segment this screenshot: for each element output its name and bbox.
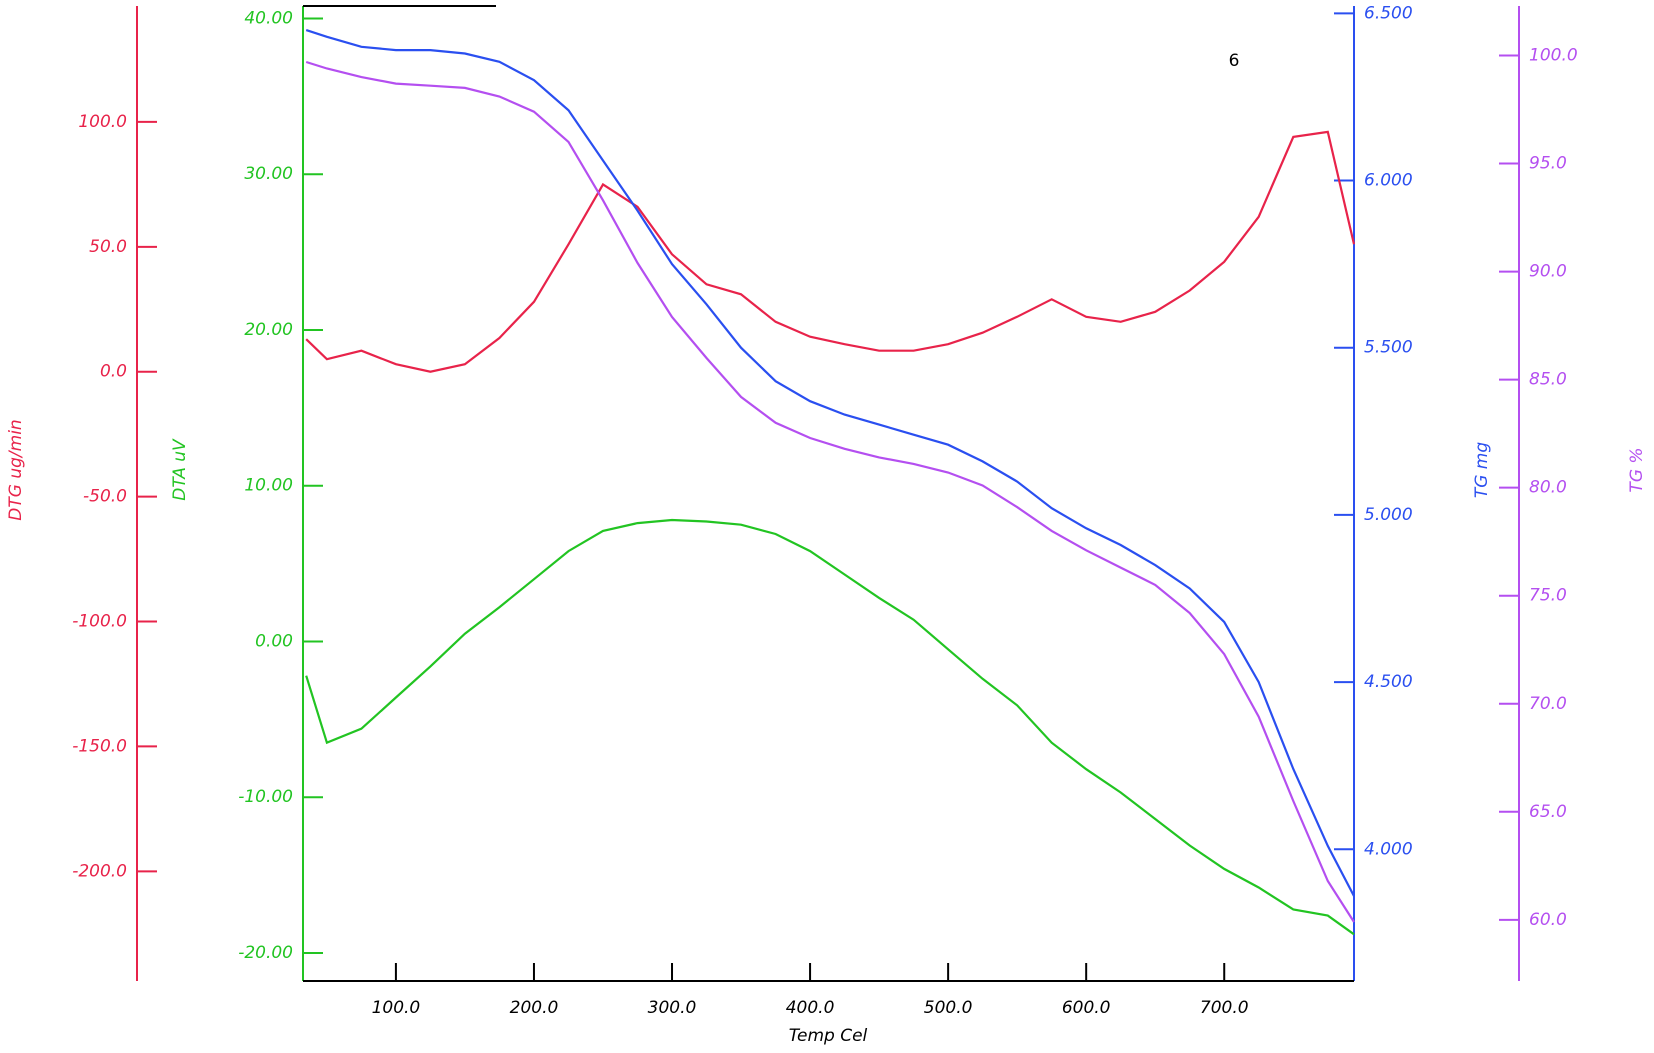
data-line (305, 130, 1356, 373)
y-tick-label: 4.000 (1364, 839, 1413, 859)
y-tick-label: 60.0 (1529, 910, 1567, 930)
x-tick-label: 500.0 (924, 998, 973, 1018)
y-axis-title: TG % (1627, 447, 1647, 492)
y-tick-label: 5.000 (1364, 505, 1413, 525)
y-tick-label: 40.00 (244, 8, 293, 28)
x-tick-label: 300.0 (648, 998, 697, 1018)
y-tick-label: 20.00 (244, 320, 293, 340)
y-tick-label: -100.0 (72, 612, 127, 632)
y-tick-label: 85.0 (1529, 370, 1567, 390)
y-tick-label: 0.00 (255, 631, 293, 651)
x-tick-label: 200.0 (510, 998, 559, 1018)
y-tick-label: 0.0 (100, 362, 127, 382)
annotation: 6 (1229, 51, 1240, 71)
data-line (305, 60, 1355, 923)
x-tick-label: 400.0 (786, 998, 835, 1018)
x-axis-title: Temp Cel (789, 1026, 868, 1046)
x-tick-label: 100.0 (372, 998, 421, 1018)
y-tick-label: 75.0 (1529, 586, 1567, 606)
y-axis-title: TG mg (1472, 442, 1492, 499)
x-tick-label: 700.0 (1200, 998, 1249, 1018)
y-tick-label: 95.0 (1529, 154, 1567, 174)
x-tick-label: 600.0 (1062, 998, 1111, 1018)
y-tick-label: 90.0 (1529, 262, 1567, 282)
y-tick-label: 100.0 (78, 112, 127, 132)
y-tick-label: 70.0 (1529, 694, 1567, 714)
y-tick-label: -20.00 (238, 943, 293, 963)
y-tick-label: 50.0 (89, 237, 127, 257)
y-tick-label: 80.0 (1529, 478, 1567, 498)
y-axis-title: DTG ug/min (6, 419, 26, 520)
y-tick-label: 10.00 (244, 476, 293, 496)
y-tick-label: 5.500 (1364, 338, 1413, 358)
y-tick-label: 4.500 (1364, 672, 1413, 692)
data-line (305, 518, 1355, 936)
y-tick-label: 6.000 (1364, 171, 1413, 191)
y-tick-label: -200.0 (72, 861, 127, 881)
y-tick-label: 6.500 (1364, 3, 1413, 23)
y-tick-label: 65.0 (1529, 802, 1567, 822)
y-axis-title: DTA uV (170, 438, 190, 501)
data-line (305, 29, 1355, 897)
y-tick-label: -150.0 (72, 736, 127, 756)
y-tick-label: -50.0 (83, 487, 127, 507)
y-tick-label: 30.00 (244, 164, 293, 184)
y-tick-label: 100.0 (1529, 45, 1578, 65)
y-tick-label: -10.00 (238, 787, 293, 807)
